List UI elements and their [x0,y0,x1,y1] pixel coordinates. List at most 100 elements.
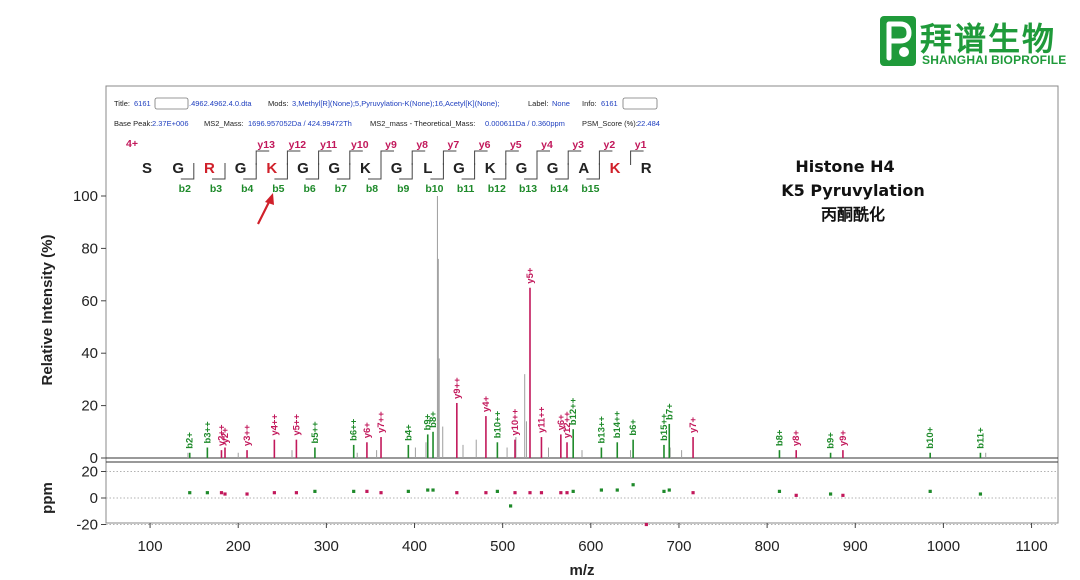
y-tick-label: 100 [73,188,98,205]
y-ppm-point [565,491,569,495]
b-ion-label: b2 [179,183,191,195]
b-ion-peak-label: b3++ [202,421,213,444]
b-ion-label: b13 [519,183,537,195]
y-ppm-point [365,489,369,493]
y-ion-bracket [536,150,550,165]
y-ion-label: y11 [320,139,337,151]
y-ion-bracket [318,150,332,165]
b-ppm-point [777,489,782,493]
b-ion-peak-label: b12++ [568,397,579,425]
sequence-residue: G [453,160,465,177]
b-ppm-point [599,488,603,492]
b-ppm-point [978,492,983,496]
y-ion-label: y7 [448,139,460,151]
sequence-residue: L [423,160,432,177]
diff-label: MS2_mass - Theoretical_Mass: [370,119,475,128]
x-tick-label: 400 [402,538,427,555]
y-ppm-point [841,493,845,497]
b-ppm-point [615,488,619,492]
y-ion-bracket [442,150,457,165]
y-ppm-point [691,491,695,495]
y-ion-peak-label: y8+ [791,430,802,447]
mods-label: Mods: [268,99,288,108]
y-ppm-point [528,491,532,495]
y-ion-peak-label: y6+ [556,414,567,431]
y-ion-label: y1 [635,139,647,151]
b-ion-bracket [305,163,320,180]
sequence-residue: R [204,160,215,177]
b-ppm-point [667,488,671,492]
b-ion-label: b15 [581,183,599,195]
annotation-modification: K5 Pyruvylation [781,181,925,200]
y-ppm-point [219,491,224,495]
b-ion-label: b6 [303,183,315,195]
x-axis-label: m/z [569,562,594,579]
b-ion-bracket [399,163,413,180]
annotation-text: Histone H4 K5 Pyruvylation 丙酮酰化 [781,157,925,224]
x-tick-label: 1000 [927,538,960,555]
x-tick-label: 100 [138,538,163,555]
y-ion-bracket [380,150,394,165]
y-ion-peak-label: y3++ [242,424,253,446]
x-tick-label: 500 [490,538,515,555]
ppm-tick-label: 20 [81,464,98,481]
y-ion-peak-label: y10++ [510,408,521,435]
b-ion-peak-label: b15++ [659,413,670,441]
annotation-protein: Histone H4 [795,157,894,176]
psm-label: PSM_Score (%): [582,119,638,128]
y-ion-peak-label: y4+ [481,396,492,413]
b-ion-peak-label: b10++ [492,410,503,438]
y-ion-label: y3 [572,139,584,151]
b-ion-peak-label: b7+ [664,403,675,420]
b-ppm-point [631,483,635,487]
y-ion-label: y2 [604,139,616,151]
b-ion-peak-label: b6++ [349,418,360,441]
b-ppm-point [426,488,430,492]
y-ion-peak-label: y2++ [216,424,227,446]
basepeak-value: 2.37E+006 [152,119,189,128]
b-ion-peak-label: b4+ [403,424,414,441]
y-ion-peak-label: y2+ [220,427,231,444]
y-ion-peak-label: y9+ [838,430,849,447]
logo-chinese-text: 拜谱生物 [920,20,1057,58]
x-tick-label: 800 [755,538,780,555]
b-ppm-point [662,489,666,493]
b-ion-bracket [274,163,288,180]
y-ion-peak-label: y7++ [376,411,387,433]
x-tick-label: 600 [578,538,603,555]
b-ion-label: b4 [241,183,253,195]
b-ion-peak-label: b9+ [826,432,837,449]
label-label: Label: [528,99,548,108]
b-ion-bracket [243,163,257,180]
precursor-charge: 4+ [126,138,138,150]
b-ion-peak-label: b2+ [185,432,196,449]
y-ion-bracket [630,150,644,165]
logo-mark-icon [880,16,916,66]
info-label: Info: [582,99,597,108]
y-ion-label: y12 [289,139,307,151]
y-ion-bracket [411,150,426,165]
y-tick-label: 20 [81,398,98,415]
y-ion-peak-label: y6+ [362,422,373,439]
y-ppm-point [455,491,459,495]
y-ppm-point [539,491,544,495]
y-tick-label: 60 [81,293,98,310]
sequence-residue: K [610,160,621,177]
x-tick-label: 700 [666,538,691,555]
title-value: 6161 [134,99,151,108]
y-ppm-point [513,491,517,495]
b-ion-label: b9 [397,183,409,195]
y-ppm-point [379,491,383,495]
diff-value: 0.000611Da / 0.360ppm [485,119,565,128]
b-ion-peak-label: b5++ [310,421,321,444]
b-ion-peak-label: b13++ [596,416,607,444]
b-ppm-point [495,489,499,493]
y-tick-label: 80 [81,240,98,257]
b-ion-bracket [524,163,538,180]
y-ion-peak-label: y4++ [269,414,280,436]
basepeak-label: Base Peak: [114,119,152,128]
sequence-residue: K [360,160,371,177]
sequence-residue: G [328,160,340,177]
y-ion-label: y5 [510,139,522,151]
